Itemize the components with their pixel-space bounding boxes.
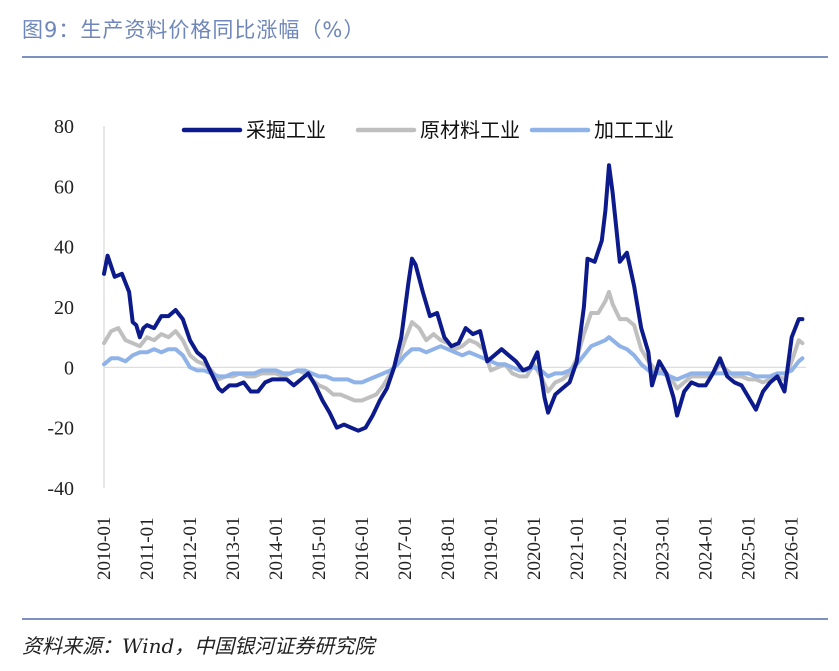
series-line-0 [102,163,805,433]
top-divider [22,56,828,58]
x-tick-label: 2016-01 [352,517,373,580]
x-tick-label: 2014-01 [266,517,287,580]
y-tick-label: -40 [47,478,74,500]
x-tick-label: 2015-01 [309,517,330,580]
legend-label: 加工工业 [594,118,674,142]
series-layer [102,163,805,433]
figure-title: 图9：生产资料价格同比涨幅（%） [22,18,366,42]
bottom-divider [22,618,828,620]
x-tick-label: 2024-01 [696,517,717,580]
x-tick-label: 2025-01 [739,517,760,580]
x-tick-label: 2012-01 [180,517,201,580]
x-tick-label: 2018-01 [438,517,459,580]
source-note: 资料来源：Wind，中国银河证券研究院 [22,634,375,658]
y-axis: 80 60 40 20 0 -20 -40 [47,116,105,500]
series-line-2 [102,335,805,385]
y-tick-label: 40 [54,237,74,259]
x-tick-label: 2017-01 [395,517,416,580]
y-tick-label: 20 [54,297,74,319]
x-axis: 2010-01 2011-01 2012-01 2013-01 2014-01 2015-… [94,366,806,580]
x-tick-label: 2011-01 [137,517,158,580]
legend-label: 原材料工业 [420,118,520,142]
x-tick-label: 2023-01 [653,517,674,580]
x-tick-label: 2020-01 [524,517,545,580]
legend-label: 采掘工业 [246,118,326,142]
y-tick-label: 60 [54,176,74,198]
x-tick-label: 2019-01 [481,517,502,580]
y-tick-label: -20 [47,418,74,440]
x-tick-label: 2021-01 [567,517,588,580]
x-tick-label: 2026-01 [782,517,803,580]
legend: 采掘工业 原材料工业 加工工业 [181,118,674,142]
x-tick-label: 2022-01 [610,517,631,580]
x-tick-label: 2010-01 [94,517,115,580]
y-tick-label: 80 [54,116,74,138]
x-tick-label: 2013-01 [223,517,244,580]
y-tick-label: 0 [64,357,74,379]
